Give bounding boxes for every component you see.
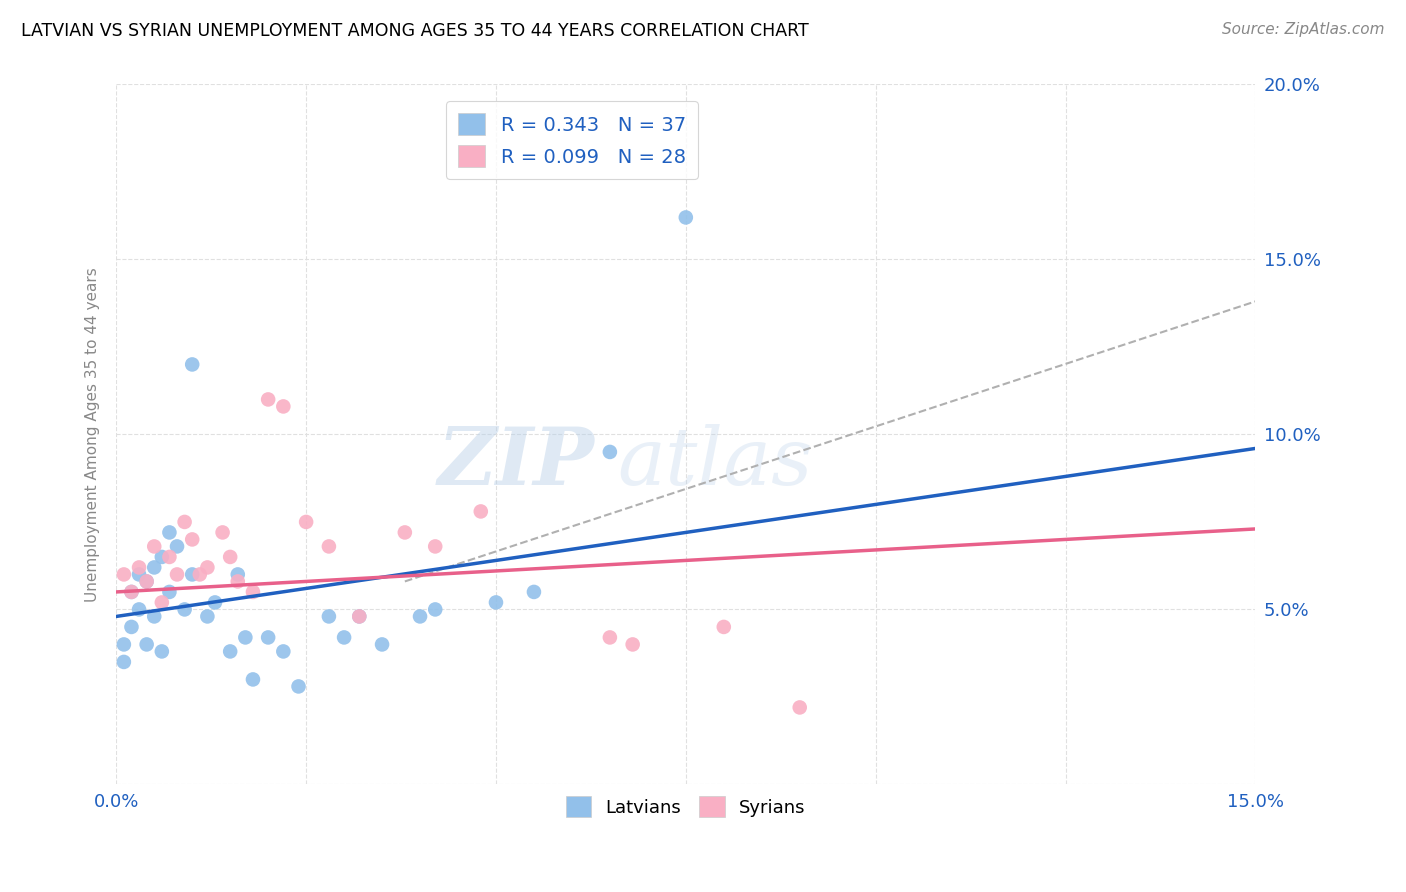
Point [120, 585, 142, 599]
Point [621, 637, 644, 651]
Point [166, 540, 188, 554]
Point [197, 609, 219, 624]
Point [150, 549, 173, 564]
Point [242, 585, 264, 599]
Point [425, 540, 447, 554]
Point [273, 644, 295, 658]
Point [789, 700, 811, 714]
Y-axis label: Unemployment Among Ages 35 to 44 years: Unemployment Among Ages 35 to 44 years [86, 267, 100, 602]
Point [318, 540, 340, 554]
Point [135, 574, 157, 589]
Point [599, 445, 621, 459]
Legend: Latvians, Syrians: Latvians, Syrians [558, 789, 813, 824]
Point [219, 644, 242, 658]
Point [181, 358, 204, 372]
Point [485, 595, 508, 609]
Point [226, 567, 249, 582]
Point [112, 655, 135, 669]
Point [599, 631, 621, 645]
Point [349, 609, 371, 624]
Point [409, 609, 432, 624]
Point [257, 631, 280, 645]
Point [135, 574, 157, 589]
Point [219, 549, 242, 564]
Point [181, 567, 204, 582]
Point [333, 631, 356, 645]
Point [273, 400, 295, 414]
Point [150, 644, 173, 658]
Point [159, 525, 181, 540]
Point [523, 585, 546, 599]
Point [394, 525, 416, 540]
Point [295, 515, 318, 529]
Point [204, 595, 226, 609]
Point [188, 567, 211, 582]
Point [143, 609, 166, 624]
Point [257, 392, 280, 407]
Point [128, 567, 150, 582]
Point [470, 504, 492, 518]
Point [197, 560, 219, 574]
Point [159, 585, 181, 599]
Point [173, 602, 195, 616]
Point [675, 211, 697, 225]
Text: Source: ZipAtlas.com: Source: ZipAtlas.com [1222, 22, 1385, 37]
Point [143, 540, 166, 554]
Text: LATVIAN VS SYRIAN UNEMPLOYMENT AMONG AGES 35 TO 44 YEARS CORRELATION CHART: LATVIAN VS SYRIAN UNEMPLOYMENT AMONG AGE… [21, 22, 808, 40]
Point [181, 533, 204, 547]
Point [318, 609, 340, 624]
Point [128, 560, 150, 574]
Point [211, 525, 233, 540]
Point [349, 609, 371, 624]
Point [371, 637, 394, 651]
Point [235, 631, 257, 645]
Point [242, 673, 264, 687]
Point [112, 637, 135, 651]
Point [226, 574, 249, 589]
Point [135, 637, 157, 651]
Point [713, 620, 735, 634]
Point [166, 567, 188, 582]
Point [143, 560, 166, 574]
Text: ZIP: ZIP [437, 424, 595, 501]
Point [159, 549, 181, 564]
Point [128, 602, 150, 616]
Point [120, 585, 142, 599]
Point [120, 620, 142, 634]
Point [173, 515, 195, 529]
Point [425, 602, 447, 616]
Point [150, 595, 173, 609]
Point [287, 680, 309, 694]
Point [112, 567, 135, 582]
Text: atlas: atlas [617, 424, 813, 501]
